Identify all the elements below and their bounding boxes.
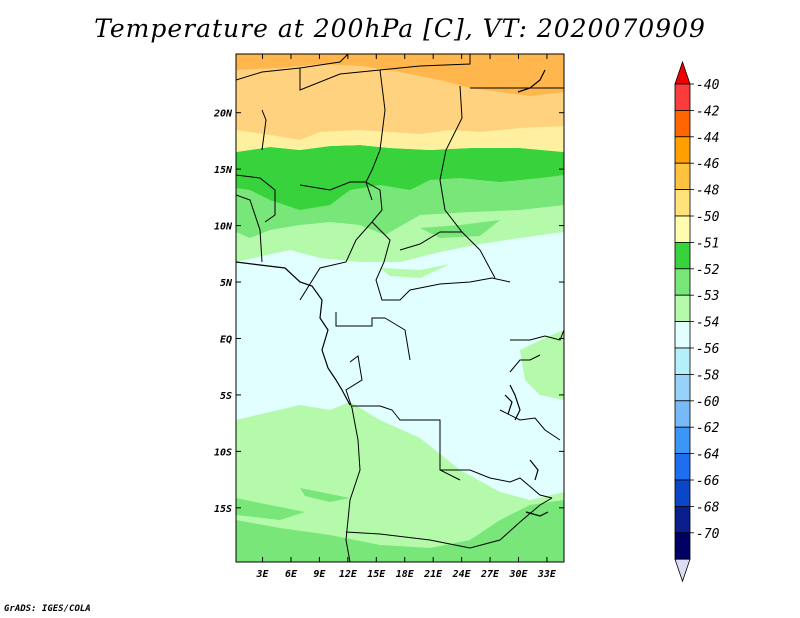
colorbar-label: -70 — [696, 527, 720, 542]
lat-tick-label: 10N — [214, 222, 233, 233]
lon-tick-label: 9E — [313, 569, 326, 580]
colorbar-label: -56 — [696, 342, 720, 357]
colorbar-segment — [674, 215, 691, 243]
latitude-axis: 20N 15N 10N 5N EQ 5S 10S 15S — [213, 109, 564, 515]
colorbar-segment — [674, 400, 691, 428]
colorbar-label: -52 — [696, 263, 720, 278]
lon-tick-label: 6E — [285, 569, 298, 580]
plot-frame — [235, 53, 565, 563]
colorbar-segment — [674, 241, 691, 270]
lat-tick-label: 20N — [213, 109, 233, 120]
coastlines — [236, 69, 549, 517]
colorbar-label: -44 — [696, 131, 719, 146]
chart-title: Temperature at 200hPa [C], VT: 202007090… — [94, 14, 706, 43]
colorbar-label: -42 — [696, 104, 720, 119]
colorbar-segment — [674, 426, 691, 455]
colorbar-segment — [674, 532, 691, 560]
colorbar-segment — [674, 347, 691, 375]
field-south-light-green-2 — [330, 470, 470, 506]
colorbar-label: -50 — [696, 210, 720, 225]
lon-tick-label: 30E — [508, 569, 528, 580]
colorbar-label: -58 — [696, 368, 720, 383]
field-se-green-2 — [300, 488, 350, 502]
colorbar-segment — [674, 321, 691, 349]
lat-tick-label: 5N — [220, 278, 233, 289]
colorbar-segment — [674, 268, 691, 296]
colorbar-label: -40 — [696, 78, 720, 93]
country-borders — [236, 54, 564, 562]
colorbar-segment — [674, 189, 691, 217]
lat-tick-label: 10S — [214, 447, 232, 458]
lon-tick-label: 18E — [396, 569, 415, 580]
colorbar-label: -66 — [696, 474, 720, 489]
lat-tick-label: 5S — [220, 391, 232, 402]
field-east-light-green — [520, 330, 564, 400]
colorbar-segment — [674, 505, 691, 534]
colorbar-label: -64 — [696, 448, 719, 463]
lat-tick-label: 15S — [214, 504, 232, 515]
field-north-light-green-2 — [380, 264, 450, 278]
lon-tick-label: 12E — [339, 569, 358, 580]
longitude-axis: 3E 6E 9E 12E 15E 18E 21E 24E 27E 30E 33E — [256, 54, 557, 580]
field-north-dark-green — [236, 145, 564, 210]
colorbar-label: -48 — [696, 184, 720, 199]
lon-tick-label: 21E — [423, 569, 443, 580]
lon-tick-label: 24E — [452, 569, 472, 580]
lat-tick-label: 15N — [214, 165, 233, 176]
colorbar-top-triangle — [674, 60, 691, 85]
colorbar-label: -54 — [696, 316, 719, 331]
colorbar-segment — [674, 83, 691, 111]
colorbar-label: -53 — [696, 289, 719, 304]
field-sw-green — [236, 498, 305, 520]
field-se-green — [236, 500, 564, 562]
credit-label: GrADS: IGES/COLA — [4, 604, 91, 614]
colorbar-segment — [674, 294, 691, 323]
colorbar-segment — [674, 162, 691, 190]
colorbar-segment — [674, 453, 691, 481]
lat-tick-label: EQ — [220, 334, 232, 345]
colorbar-label: -68 — [696, 500, 720, 515]
colorbar: -40 -42 -44 -46 -48 -50 -51 -52 -53 -54 -56 -58 -60 -… — [674, 60, 720, 583]
colorbar-label: -46 — [696, 157, 720, 172]
colorbar-label: -51 — [696, 236, 719, 251]
lon-tick-label: 27E — [480, 569, 500, 580]
lon-tick-label: 15E — [367, 569, 386, 580]
field-ne-orange-cell — [470, 54, 564, 96]
colorbar-segment — [674, 479, 691, 507]
colorbar-bottom-triangle — [674, 558, 691, 583]
colorbar-label: -62 — [696, 421, 720, 436]
field-north-light-orange-2 — [236, 98, 360, 114]
colorbar-segment — [674, 373, 691, 402]
lon-tick-label: 33E — [537, 569, 557, 580]
lon-tick-label: 3E — [256, 569, 270, 580]
colorbar-segment — [674, 136, 691, 164]
colorbar-segment — [674, 110, 691, 138]
colorbar-label: -60 — [696, 395, 720, 410]
